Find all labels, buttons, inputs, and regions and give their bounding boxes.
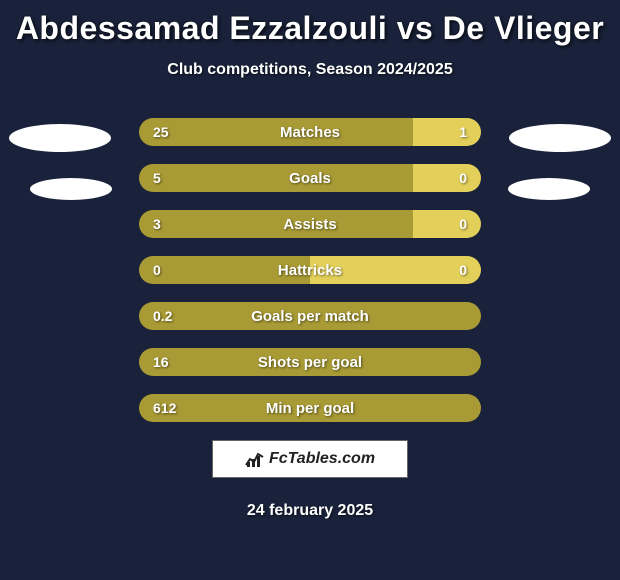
- stat-bar: 00Hattricks: [139, 256, 481, 284]
- stat-bar: 251Matches: [139, 118, 481, 146]
- comparison-date: 24 february 2025: [0, 502, 620, 520]
- bar-segment-right: [310, 256, 481, 284]
- stat-bar: 50Goals: [139, 164, 481, 192]
- stat-bar: 612Min per goal: [139, 394, 481, 422]
- bar-segment-right: [413, 210, 481, 238]
- comparison-subtitle: Club competitions, Season 2024/2025: [0, 61, 620, 79]
- bar-segment-left: [139, 348, 481, 376]
- bars-area: 251Matches 50Goals 30Assists 00Hattricks 0.2…: [0, 118, 620, 440]
- chart-icon: [245, 450, 265, 468]
- bar-segment-left: [139, 118, 413, 146]
- bar-segment-left: [139, 302, 481, 330]
- bar-segment-right: [413, 118, 481, 146]
- bar-segment-left: [139, 256, 310, 284]
- stat-bar: 16Shots per goal: [139, 348, 481, 376]
- stat-bar: 30Assists: [139, 210, 481, 238]
- comparison-title: Abdessamad Ezzalzouli vs De Vlieger: [0, 0, 620, 47]
- bar-segment-left: [139, 210, 413, 238]
- bar-segment-right: [413, 164, 481, 192]
- fctables-logo: FcTables.com: [212, 440, 408, 478]
- bar-segment-left: [139, 164, 413, 192]
- bar-segment-left: [139, 394, 481, 422]
- stat-bar: 0.2Goals per match: [139, 302, 481, 330]
- logo-text: FcTables.com: [269, 450, 375, 468]
